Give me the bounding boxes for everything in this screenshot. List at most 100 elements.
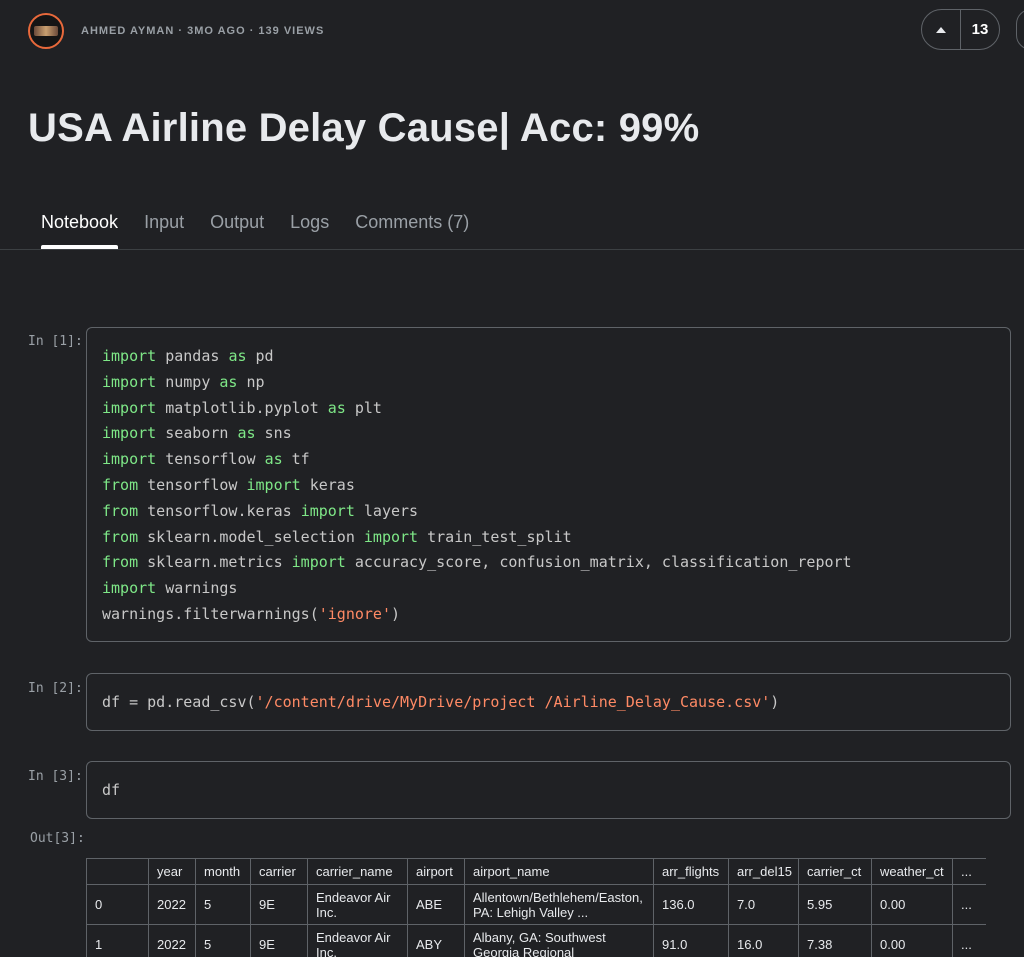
more-options-button[interactable]	[1016, 9, 1024, 50]
code-keyword: as	[264, 450, 283, 469]
code-text: warnings	[156, 579, 238, 598]
code-line: from tensorflow.keras import layers	[102, 499, 995, 525]
table-cell: 0.00	[871, 884, 953, 925]
code-line: from sklearn.metrics import accuracy_sco…	[102, 550, 995, 576]
code-keyword: as	[228, 347, 247, 365]
dataframe-output: year month carrier carrier_name airport airpo…	[86, 858, 986, 957]
table-cell: Albany, GA: Southwest Georgia Regional	[464, 924, 654, 957]
code-text: np	[237, 372, 265, 391]
code-editor[interactable]: import pandas as pd import numpy as np imp…	[87, 328, 1010, 644]
code-line: import matplotlib.pyplot as plt	[102, 396, 995, 422]
vote-count: 13	[971, 21, 989, 38]
code-text: keras	[300, 475, 355, 494]
code-keyword: from	[102, 501, 139, 520]
code-editor[interactable]: df	[87, 762, 1010, 820]
code-keyword: import	[102, 347, 157, 365]
column-header	[86, 858, 149, 885]
code-cell[interactable]: df = pd.read_csv('/content/drive/MyDrive…	[86, 673, 1011, 731]
column-header: carrier_ct	[798, 858, 872, 885]
upvote-button[interactable]	[922, 10, 961, 49]
output-prompt: Out[3]:	[30, 831, 85, 846]
code-text: warnings.filterwarnings(	[102, 604, 319, 623]
table-cell: Allentown/Bethlehem/Easton, PA: Lehigh V…	[464, 884, 654, 925]
author-name[interactable]: AHMED AYMAN	[81, 25, 175, 37]
tab-divider	[0, 249, 1024, 250]
page-title: USA Airline Delay Cause| Acc: 99%	[28, 106, 700, 150]
code-text: accuracy_score, confusion_matrix, classi…	[345, 553, 852, 572]
code-line: import pandas as pd	[102, 344, 995, 370]
code-text: tf	[282, 450, 310, 469]
code-keyword: import	[246, 475, 301, 494]
table-cell: 136.0	[653, 884, 729, 925]
code-keyword: from	[102, 553, 139, 572]
code-keyword: from	[102, 475, 139, 494]
column-header: airport	[407, 858, 465, 885]
code-text: layers	[354, 501, 419, 520]
code-line: df = pd.read_csv('/content/drive/MyDrive…	[102, 690, 995, 716]
code-line: from tensorflow import keras	[102, 473, 995, 499]
vote-widget: 13	[921, 9, 1000, 50]
column-header: arr_flights	[653, 858, 729, 885]
code-keyword: as	[327, 398, 346, 417]
table-cell: 5	[195, 924, 251, 957]
table-cell: ...	[952, 884, 986, 925]
code-text: plt	[345, 398, 382, 417]
table-row: 0 2022 5 9E Endeavor Air Inc. ABE Allentown/Be…	[86, 884, 986, 925]
tab-notebook[interactable]: Notebook	[28, 206, 131, 249]
table-cell: 7.38	[798, 924, 872, 957]
column-header: year	[148, 858, 196, 885]
table-cell: 16.0	[728, 924, 799, 957]
code-text: seaborn	[156, 424, 238, 443]
code-keyword: as	[237, 424, 256, 443]
author-avatar[interactable]	[28, 13, 64, 49]
code-keyword: import	[291, 553, 346, 572]
table-header-row: year month carrier carrier_name airport airpo…	[86, 858, 986, 885]
code-text: tensorflow.keras	[138, 501, 301, 520]
table-cell: 91.0	[653, 924, 729, 957]
code-line: import seaborn as sns	[102, 421, 995, 447]
tab-output[interactable]: Output	[210, 212, 265, 232]
code-text: train_test_split	[418, 527, 572, 546]
column-header: airport_name	[464, 858, 654, 885]
code-string: 'ignore'	[318, 604, 391, 623]
notebook-tabs: Notebook Input Output Logs Comments (7)	[28, 206, 482, 249]
table-cell: 0.00	[871, 924, 953, 957]
code-editor[interactable]: df = pd.read_csv('/content/drive/MyDrive…	[87, 674, 1010, 732]
code-text: sklearn.model_selection	[138, 527, 364, 546]
caret-up-icon	[936, 26, 946, 33]
code-cell[interactable]: import pandas as pd import numpy as np imp…	[86, 327, 1011, 642]
table-cell: 7.0	[728, 884, 799, 925]
table-cell: 9E	[250, 924, 308, 957]
column-header: arr_del15	[728, 858, 799, 885]
tab-logs[interactable]: Logs	[290, 212, 330, 232]
code-text: sklearn.metrics	[138, 553, 292, 572]
code-line: import numpy as np	[102, 370, 995, 396]
tab-input[interactable]: Input	[144, 212, 185, 232]
code-string: '/content/drive/MyDrive/project /Airline…	[255, 693, 771, 711]
tab-comments-7[interactable]: Comments (7)	[355, 212, 470, 232]
code-keyword: as	[219, 372, 238, 391]
code-text: tensorflow	[156, 450, 265, 469]
table-cell: 2022	[148, 884, 196, 925]
code-line: warnings.filterwarnings('ignore')	[102, 602, 995, 628]
code-line: from sklearn.model_selection import trai…	[102, 525, 995, 551]
code-text: pandas	[156, 347, 229, 365]
table-cell: 1	[86, 924, 149, 957]
column-header: weather_ct	[871, 858, 953, 885]
code-text: numpy	[156, 372, 220, 391]
table-cell: 0	[86, 884, 149, 925]
code-keyword: import	[102, 372, 157, 391]
table-cell: ...	[952, 924, 986, 957]
code-text: matplotlib.pyplot	[156, 398, 328, 417]
code-line: df	[102, 778, 995, 804]
cell-prompt: In [1]:	[28, 334, 83, 349]
column-header: month	[195, 858, 251, 885]
column-header: carrier	[250, 858, 308, 885]
view-count: 139 VIEWS	[258, 25, 325, 37]
code-text: pd	[246, 347, 274, 365]
code-cell[interactable]: df	[86, 761, 1011, 819]
code-keyword: import	[102, 398, 157, 417]
column-header: carrier_name	[307, 858, 408, 885]
author-meta: AHMED AYMAN · 3MO AGO · 139 VIEWS	[28, 12, 324, 50]
cell-prompt: In [2]:	[28, 681, 83, 696]
